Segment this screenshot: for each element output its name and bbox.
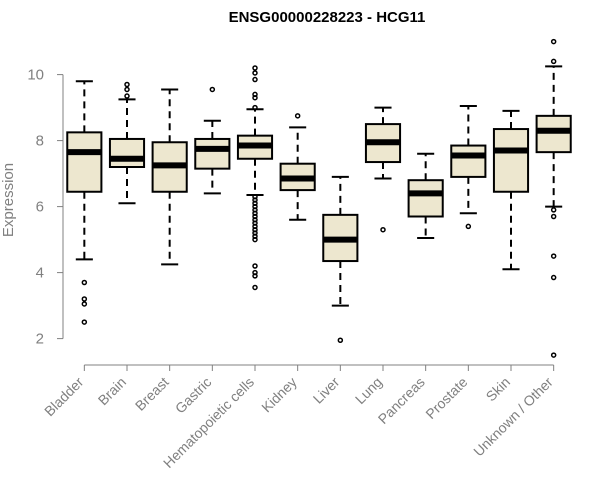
box-bladder — [66, 80, 103, 325]
y-tick-label-6: 6 — [36, 199, 44, 216]
outlier-point — [550, 58, 557, 65]
outlier-point — [465, 223, 472, 230]
box-hematopoietic-cells — [236, 65, 274, 291]
chart-title: ENSG00000228223 - HCG11 — [229, 9, 426, 26]
outlier-point — [550, 352, 557, 358]
x-tick-label-pancreas: Pancreas — [375, 374, 428, 427]
outlier-point — [252, 76, 258, 83]
y-tick-label-8: 8 — [36, 133, 44, 150]
outlier-point — [81, 319, 88, 325]
box-body — [535, 114, 572, 154]
outlier-point — [81, 279, 88, 286]
x-tick-label-brain: Brain — [95, 374, 129, 408]
outlier-point — [124, 81, 130, 88]
y-tick-label-2: 2 — [36, 331, 44, 348]
box-breast — [151, 88, 188, 266]
outlier-point — [252, 284, 258, 291]
outlier-point — [550, 253, 557, 259]
box-kidney — [279, 113, 316, 221]
outlier-point — [252, 263, 258, 269]
x-tick-label-gastric: Gastric — [172, 374, 215, 417]
y-tick-label-4: 4 — [36, 265, 44, 282]
x-tick-label-unknown-other: Unknown / Other — [470, 374, 556, 460]
x-tick-label-lung: Lung — [352, 374, 385, 407]
outlier-point — [550, 274, 557, 281]
box-body — [492, 128, 530, 193]
box-prostate — [450, 104, 487, 230]
outlier-point — [81, 301, 88, 307]
outlier-point — [550, 38, 557, 45]
outlier-point — [252, 94, 258, 101]
outlier-point — [252, 70, 258, 76]
x-tick-label-bladder: Bladder — [41, 374, 87, 420]
outlier-point — [252, 273, 258, 279]
y-tick-label-10: 10 — [27, 67, 44, 84]
box-brain — [108, 81, 146, 205]
box-body — [194, 137, 231, 170]
x-tick-label-skin: Skin — [483, 374, 514, 405]
x-tick-label-breast: Breast — [132, 374, 172, 414]
outlier-point — [252, 236, 258, 243]
outlier-point — [550, 207, 557, 213]
box-gastric — [194, 86, 231, 195]
y-axis: 2 4 6 8 10 — [27, 67, 64, 348]
x-tick-label-liver: Liver — [310, 374, 343, 407]
outlier-point — [294, 113, 301, 119]
x-tick-label-prostate: Prostate — [422, 374, 470, 422]
outlier-point — [380, 226, 386, 233]
box-liver — [322, 175, 359, 343]
box-pancreas — [407, 152, 444, 239]
outlier-point — [124, 93, 130, 99]
outlier-point — [252, 65, 258, 71]
box-body — [407, 179, 444, 218]
x-tick-label-kidney: Kidney — [258, 374, 300, 416]
box-skin — [492, 109, 530, 271]
outlier-point — [550, 213, 557, 220]
outlier-point — [252, 104, 258, 111]
outlier-point — [209, 86, 216, 93]
box-body — [108, 137, 146, 168]
box-body — [66, 131, 103, 193]
box-lung — [364, 106, 402, 233]
outlier-point — [81, 296, 88, 302]
y-axis-label: Expression — [0, 163, 17, 237]
box-body — [450, 144, 487, 178]
outlier-point — [124, 86, 130, 93]
outlier-point — [337, 337, 344, 343]
boxes-group — [66, 38, 572, 358]
box-unknown-other — [535, 38, 572, 358]
